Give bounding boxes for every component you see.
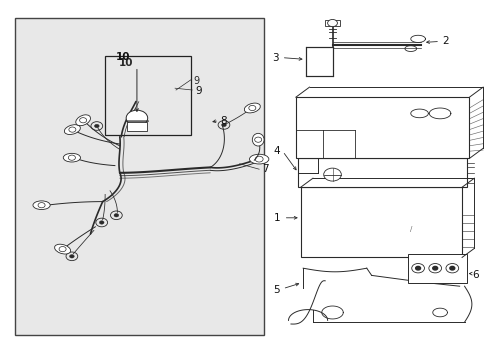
Ellipse shape (33, 201, 50, 210)
Ellipse shape (76, 115, 90, 126)
Ellipse shape (63, 153, 81, 162)
Text: 6: 6 (471, 270, 478, 280)
Bar (105, 56, 190, 135)
Circle shape (99, 221, 104, 224)
Bar (298, 158, 466, 187)
Circle shape (432, 266, 437, 270)
Text: 3: 3 (271, 53, 278, 63)
Circle shape (411, 264, 424, 273)
Bar (407, 254, 466, 283)
Circle shape (94, 124, 99, 128)
Circle shape (114, 213, 119, 217)
Bar (324, 20, 340, 26)
Text: 7: 7 (261, 164, 268, 174)
Circle shape (415, 266, 420, 270)
Ellipse shape (64, 125, 80, 135)
Text: 1: 1 (273, 213, 280, 223)
Text: 4: 4 (272, 146, 279, 156)
Text: 10: 10 (116, 52, 130, 62)
Text: 9: 9 (193, 76, 199, 86)
Text: 5: 5 (272, 285, 279, 295)
Text: 8: 8 (220, 116, 226, 126)
Ellipse shape (249, 154, 268, 164)
Bar (127, 122, 146, 131)
Text: 2: 2 (442, 36, 448, 46)
Bar (300, 187, 461, 257)
Circle shape (445, 264, 458, 273)
Circle shape (323, 168, 341, 181)
Circle shape (221, 123, 226, 127)
Bar (15, 18, 264, 335)
Text: /: / (409, 226, 411, 231)
Bar (295, 97, 468, 158)
Circle shape (327, 19, 337, 27)
Bar (305, 47, 332, 76)
Text: 9: 9 (195, 86, 202, 96)
Ellipse shape (244, 103, 260, 113)
Text: 10: 10 (118, 58, 133, 68)
Ellipse shape (55, 244, 70, 254)
Circle shape (428, 264, 441, 273)
Ellipse shape (252, 133, 264, 146)
Circle shape (69, 255, 74, 258)
Circle shape (126, 110, 147, 126)
Circle shape (449, 266, 454, 270)
